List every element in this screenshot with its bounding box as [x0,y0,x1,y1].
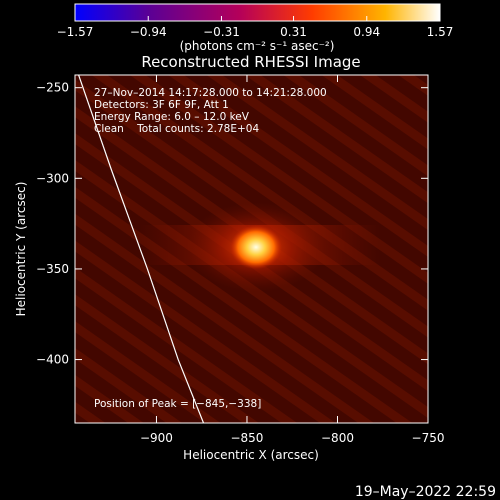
colorbar-ticks: −1.57 −0.94 −0.31 0.31 0.94 1.57 [57,16,454,39]
colorbar-tick-label: 0.31 [280,25,307,39]
footer-date: 19–May–2022 22:59 [355,484,496,500]
x-tick-label: −900 [140,431,173,445]
y-tick-label: −250 [36,81,69,95]
annotation-detectors: Detectors: 3F 6F 9F, Att 1 [94,99,229,111]
x-tick-label: −800 [321,431,354,445]
x-axis-ticks: −900 −850 −800 −750 [140,75,445,445]
y-tick-label: −300 [36,171,69,185]
x-tick-label: −750 [412,431,445,445]
solar-limb-curve [78,75,205,423]
y-axis-label: Heliocentric Y (arcsec) [14,182,28,317]
x-tick-label: −850 [230,431,263,445]
y-tick-label: −400 [36,353,69,367]
annotation-clean-counts: Clean Total counts: 2.78E+04 [94,123,259,135]
image-area [75,75,428,423]
plot-frame [74,74,429,424]
colorbar-tick-label: 1.57 [427,25,454,39]
annotations: 27–Nov–2014 14:17:28.000 to 14:21:28.000… [94,87,327,410]
annotation-time-range: 27–Nov–2014 14:17:28.000 to 14:21:28.000 [94,87,327,99]
annotation-energy-range: Energy Range: 6.0 – 12.0 keV [94,111,250,123]
colorbar-tick-label: −0.31 [203,25,240,39]
colorbar-tick-label: −1.57 [57,25,94,39]
colorbar-units-label: (photons cm⁻² s⁻¹ asec⁻²) [180,39,335,53]
colorbar: −1.57 −0.94 −0.31 0.31 0.94 1.57 (photons cm⁻… [57,3,454,53]
annotation-peak-position: Position of Peak = [−845,−338] [94,398,261,410]
chart-title: Reconstructed RHESSI Image [141,53,360,71]
colorbar-tick-label: 0.94 [353,25,380,39]
peak-core [230,225,283,270]
colorbar-tick-label: −0.94 [130,25,167,39]
y-axis-ticks: −250 −300 −350 −400 [36,81,428,367]
x-axis-label: Heliocentric X (arcsec) [183,448,319,462]
colorbar-gradient [74,3,441,22]
y-tick-label: −350 [36,262,69,276]
